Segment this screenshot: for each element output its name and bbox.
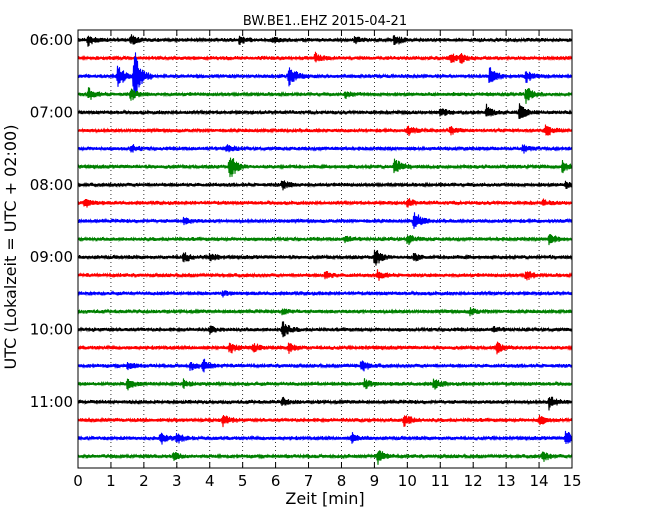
x-tick-label: 7 [304,472,314,490]
x-tick-label: 13 [497,472,516,490]
x-tick-label: 15 [562,472,581,490]
trace-0700 [77,103,573,120]
x-tick-label: 11 [431,472,450,490]
trace-1115 [77,414,573,428]
x-axis-title: Zeit [min] [285,489,364,508]
trace-1045 [77,378,573,391]
x-tick-label: 10 [398,472,417,490]
trace-1130 [77,430,573,445]
y-tick-label: 08:00 [30,176,73,194]
x-tick-label: 3 [172,472,182,490]
y-tick-label: 07:00 [30,103,73,121]
trace-0815 [77,198,573,208]
x-tick-label: 8 [337,472,347,490]
y-tick-label: 09:00 [30,248,73,266]
x-axis: 0 1 2 3 4 5 6 7 8 9 10 11 12 13 14 15 [73,30,582,490]
x-tick-label: 4 [205,472,215,490]
trace-1145 [77,450,573,465]
y-axis-title: UTC (Lokalzeit = UTC + 02:00) [1,125,20,370]
x-tick-label: 5 [238,472,248,490]
x-tick-label: 14 [530,472,549,490]
trace-0945 [77,307,573,317]
trace-0900 [77,249,573,266]
chart-title: BW.BE1..EHZ 2015-04-21 [243,14,407,29]
trace-0930 [77,290,573,298]
trace-0615 [77,51,573,64]
trace-0915 [77,269,573,281]
trace-0630 [77,52,573,99]
trace-1015 [77,341,573,355]
x-tick-label: 9 [370,472,380,490]
trace-0845 [77,234,573,246]
plot-frame [77,29,573,469]
trace-0600 [77,34,573,47]
trace-0645 [77,87,573,104]
y-axis: 06:00 07:00 08:00 09:00 10:00 11:00 [30,31,572,411]
x-tick-label: 6 [271,472,281,490]
trace-1100 [77,396,573,411]
trace-0730 [77,144,573,154]
trace-0830 [77,212,573,229]
y-tick-label: 10:00 [30,321,73,339]
traces [77,34,573,465]
y-tick-label: 06:00 [30,31,73,49]
trace-0800 [77,180,573,191]
y-tick-label: 11:00 [30,393,73,411]
trace-0745 [77,157,573,178]
x-tick-label: 1 [106,472,116,490]
x-tick-label: 12 [464,472,483,490]
trace-0715 [77,124,573,137]
x-tick-label: 2 [139,472,149,490]
trace-1030 [77,358,573,373]
x-tick-label: 0 [73,472,83,490]
trace-1000 [77,321,573,338]
